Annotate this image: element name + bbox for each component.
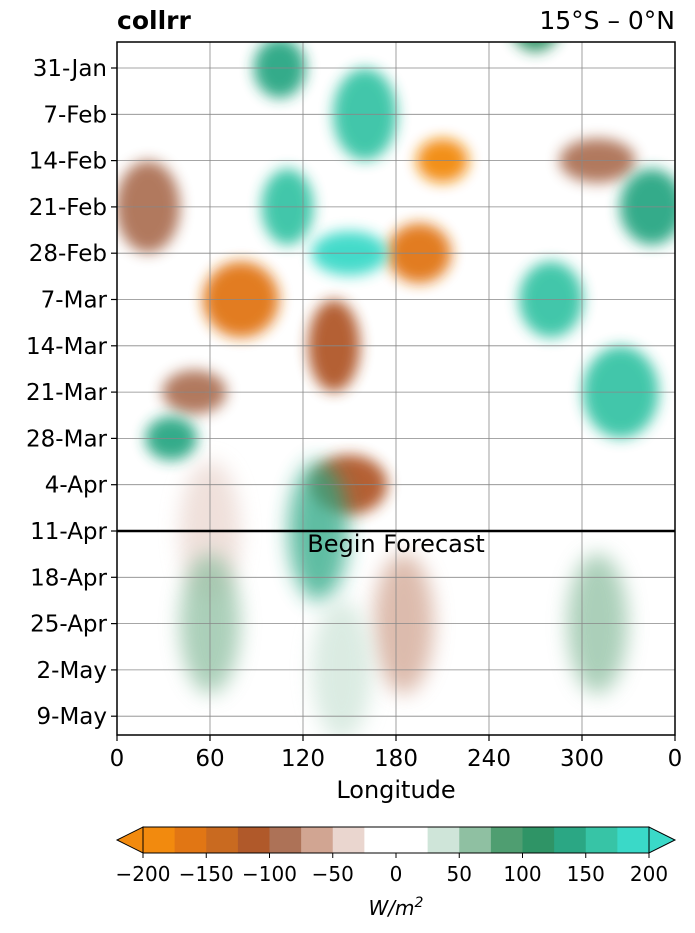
colorbar-segment xyxy=(459,827,492,853)
colorbar-segment xyxy=(427,827,460,853)
colorbar-tick-label: −150 xyxy=(179,862,234,886)
x-tick-label: 60 xyxy=(195,746,224,772)
colorbar-extend-high xyxy=(648,826,677,854)
y-tick-label: 14-Feb xyxy=(29,149,107,175)
y-tick-label: 25-Apr xyxy=(30,612,107,638)
colorbar-segment xyxy=(554,827,587,853)
y-tick-label: 28-Feb xyxy=(29,241,107,267)
colorbar-tick-label: 150 xyxy=(567,862,605,886)
field-feature xyxy=(253,42,306,98)
chart-title-left: collrr xyxy=(117,6,191,35)
x-tick-label: 0 xyxy=(110,746,125,772)
colorbar-tick-label: 200 xyxy=(630,862,668,886)
colorbar-segment xyxy=(364,827,397,853)
y-tick-label: 21-Mar xyxy=(26,380,108,406)
x-axis-label: Longitude xyxy=(336,776,455,804)
x-tick-label: 240 xyxy=(467,746,511,772)
y-tick-label: 18-Apr xyxy=(30,565,107,591)
colorbar-tick-label: −50 xyxy=(312,862,354,886)
y-tick-label: 28-Mar xyxy=(26,426,108,452)
colorbar-label: W/m2 xyxy=(369,895,424,920)
colorbar-segment xyxy=(617,827,650,853)
field-feature xyxy=(311,599,372,735)
y-tick-label: 7-Feb xyxy=(43,102,107,128)
colorbar: −200 −150 −100 −50 0 50 100 150 200 xyxy=(115,826,677,886)
colorbar-tick-label: −100 xyxy=(242,862,297,886)
x-tick-label: 180 xyxy=(374,746,418,772)
colorbar-segment xyxy=(332,827,365,853)
colorbar-tick-label: 0 xyxy=(390,862,403,886)
colorbar-segment xyxy=(237,827,270,853)
colorbar-segment xyxy=(396,827,429,853)
colorbar-tick-label: −200 xyxy=(116,862,171,886)
colorbar-segment xyxy=(143,827,176,853)
y-tick-label: 2-May xyxy=(37,658,107,684)
colorbar-segment xyxy=(206,827,239,853)
colorbar-segment xyxy=(522,827,555,853)
y-tick-label: 14-Mar xyxy=(26,334,108,360)
x-tick-label: 0 xyxy=(668,746,683,772)
y-tick-label: 7-Mar xyxy=(41,288,108,314)
chart-title-right: 15°S – 0°N xyxy=(539,6,675,35)
colorbar-segment xyxy=(269,827,302,853)
y-tick-label: 21-Feb xyxy=(29,195,107,221)
colorbar-segment xyxy=(301,827,334,853)
y-tick-label: 31-Jan xyxy=(33,56,107,82)
x-axis: 0 60 120 180 240 300 0 xyxy=(110,735,683,772)
x-tick-label: 300 xyxy=(560,746,604,772)
x-tick-label: 120 xyxy=(281,746,325,772)
field-feature xyxy=(516,42,555,52)
y-axis: 31-Jan 7-Feb 14-Feb 21-Feb 28-Feb 7-Mar 14-Mar… xyxy=(26,56,117,730)
y-tick-label: 9-May xyxy=(37,704,107,730)
colorbar-segment xyxy=(174,827,207,853)
colorbar-segment xyxy=(490,827,523,853)
colorbar-tick-label: 100 xyxy=(503,862,541,886)
y-tick-label: 4-Apr xyxy=(45,473,108,499)
y-tick-label: 11-Apr xyxy=(30,519,107,545)
forecast-annotation: Begin Forecast xyxy=(307,530,485,558)
colorbar-tick-label: 50 xyxy=(447,862,472,886)
colorbar-extend-low xyxy=(115,826,144,854)
colorbar-segment xyxy=(585,827,618,853)
